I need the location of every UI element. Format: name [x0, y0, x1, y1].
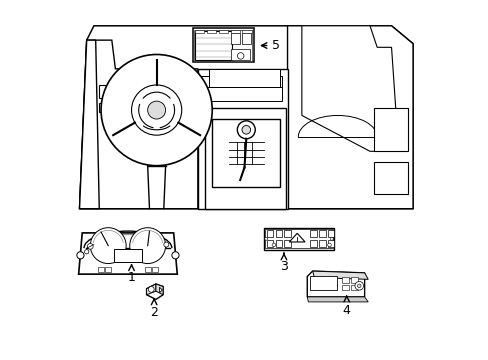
- Bar: [266, 239, 273, 247]
- Polygon shape: [80, 26, 412, 209]
- Bar: [231, 49, 250, 59]
- Circle shape: [271, 243, 275, 247]
- Polygon shape: [301, 26, 398, 151]
- Bar: [319, 230, 325, 237]
- Text: 5: 5: [272, 39, 280, 52]
- Polygon shape: [159, 287, 162, 293]
- Bar: [99, 103, 106, 112]
- Circle shape: [77, 252, 84, 259]
- Circle shape: [129, 228, 165, 264]
- Polygon shape: [80, 40, 99, 209]
- Bar: [242, 33, 250, 44]
- Circle shape: [131, 85, 182, 135]
- Polygon shape: [146, 284, 163, 300]
- Bar: [342, 277, 348, 283]
- Bar: [201, 76, 282, 87]
- Bar: [152, 267, 158, 273]
- Polygon shape: [312, 271, 367, 279]
- Bar: [204, 108, 285, 209]
- Bar: [319, 239, 325, 247]
- Polygon shape: [287, 26, 412, 209]
- Bar: [310, 230, 316, 237]
- Circle shape: [237, 121, 255, 139]
- Bar: [309, 276, 336, 291]
- Bar: [99, 85, 106, 98]
- Bar: [275, 230, 282, 237]
- Text: 2: 2: [150, 306, 158, 319]
- Circle shape: [330, 237, 333, 240]
- Circle shape: [106, 60, 206, 160]
- Bar: [284, 230, 290, 237]
- Circle shape: [357, 284, 360, 288]
- Text: 1: 1: [127, 271, 135, 284]
- Bar: [230, 30, 239, 33]
- Circle shape: [147, 101, 165, 119]
- Circle shape: [90, 228, 126, 264]
- Bar: [231, 33, 240, 44]
- Circle shape: [264, 237, 267, 240]
- Text: 4: 4: [342, 304, 350, 317]
- Bar: [266, 230, 273, 237]
- Bar: [192, 28, 254, 62]
- Circle shape: [237, 53, 244, 59]
- Bar: [98, 267, 104, 273]
- Bar: [264, 228, 333, 250]
- Polygon shape: [289, 233, 305, 242]
- Circle shape: [87, 243, 93, 249]
- Bar: [105, 267, 111, 273]
- Bar: [201, 87, 282, 101]
- Bar: [265, 229, 332, 248]
- Bar: [342, 285, 348, 291]
- Circle shape: [101, 54, 212, 166]
- Circle shape: [84, 249, 89, 254]
- Polygon shape: [208, 69, 280, 87]
- Bar: [218, 30, 227, 33]
- Bar: [114, 249, 142, 262]
- Circle shape: [148, 287, 154, 292]
- Polygon shape: [146, 284, 156, 295]
- Polygon shape: [198, 69, 287, 209]
- Bar: [351, 285, 357, 291]
- Text: 3: 3: [280, 260, 287, 273]
- Bar: [373, 162, 407, 194]
- Polygon shape: [156, 284, 163, 295]
- Circle shape: [171, 252, 179, 259]
- Bar: [284, 239, 290, 247]
- Bar: [195, 31, 231, 59]
- Bar: [242, 30, 251, 33]
- Bar: [206, 30, 216, 33]
- Bar: [275, 239, 282, 247]
- Bar: [194, 30, 252, 60]
- Circle shape: [163, 242, 168, 247]
- Bar: [351, 277, 357, 283]
- Bar: [310, 239, 316, 247]
- Bar: [144, 267, 150, 273]
- Circle shape: [327, 243, 330, 247]
- Polygon shape: [306, 297, 367, 302]
- Circle shape: [354, 282, 363, 290]
- Polygon shape: [306, 271, 364, 297]
- Bar: [195, 30, 204, 33]
- Bar: [327, 239, 333, 247]
- Circle shape: [242, 126, 250, 134]
- Bar: [373, 108, 407, 151]
- Bar: [327, 230, 333, 237]
- Polygon shape: [80, 40, 198, 209]
- Polygon shape: [79, 233, 177, 274]
- Bar: [212, 119, 280, 187]
